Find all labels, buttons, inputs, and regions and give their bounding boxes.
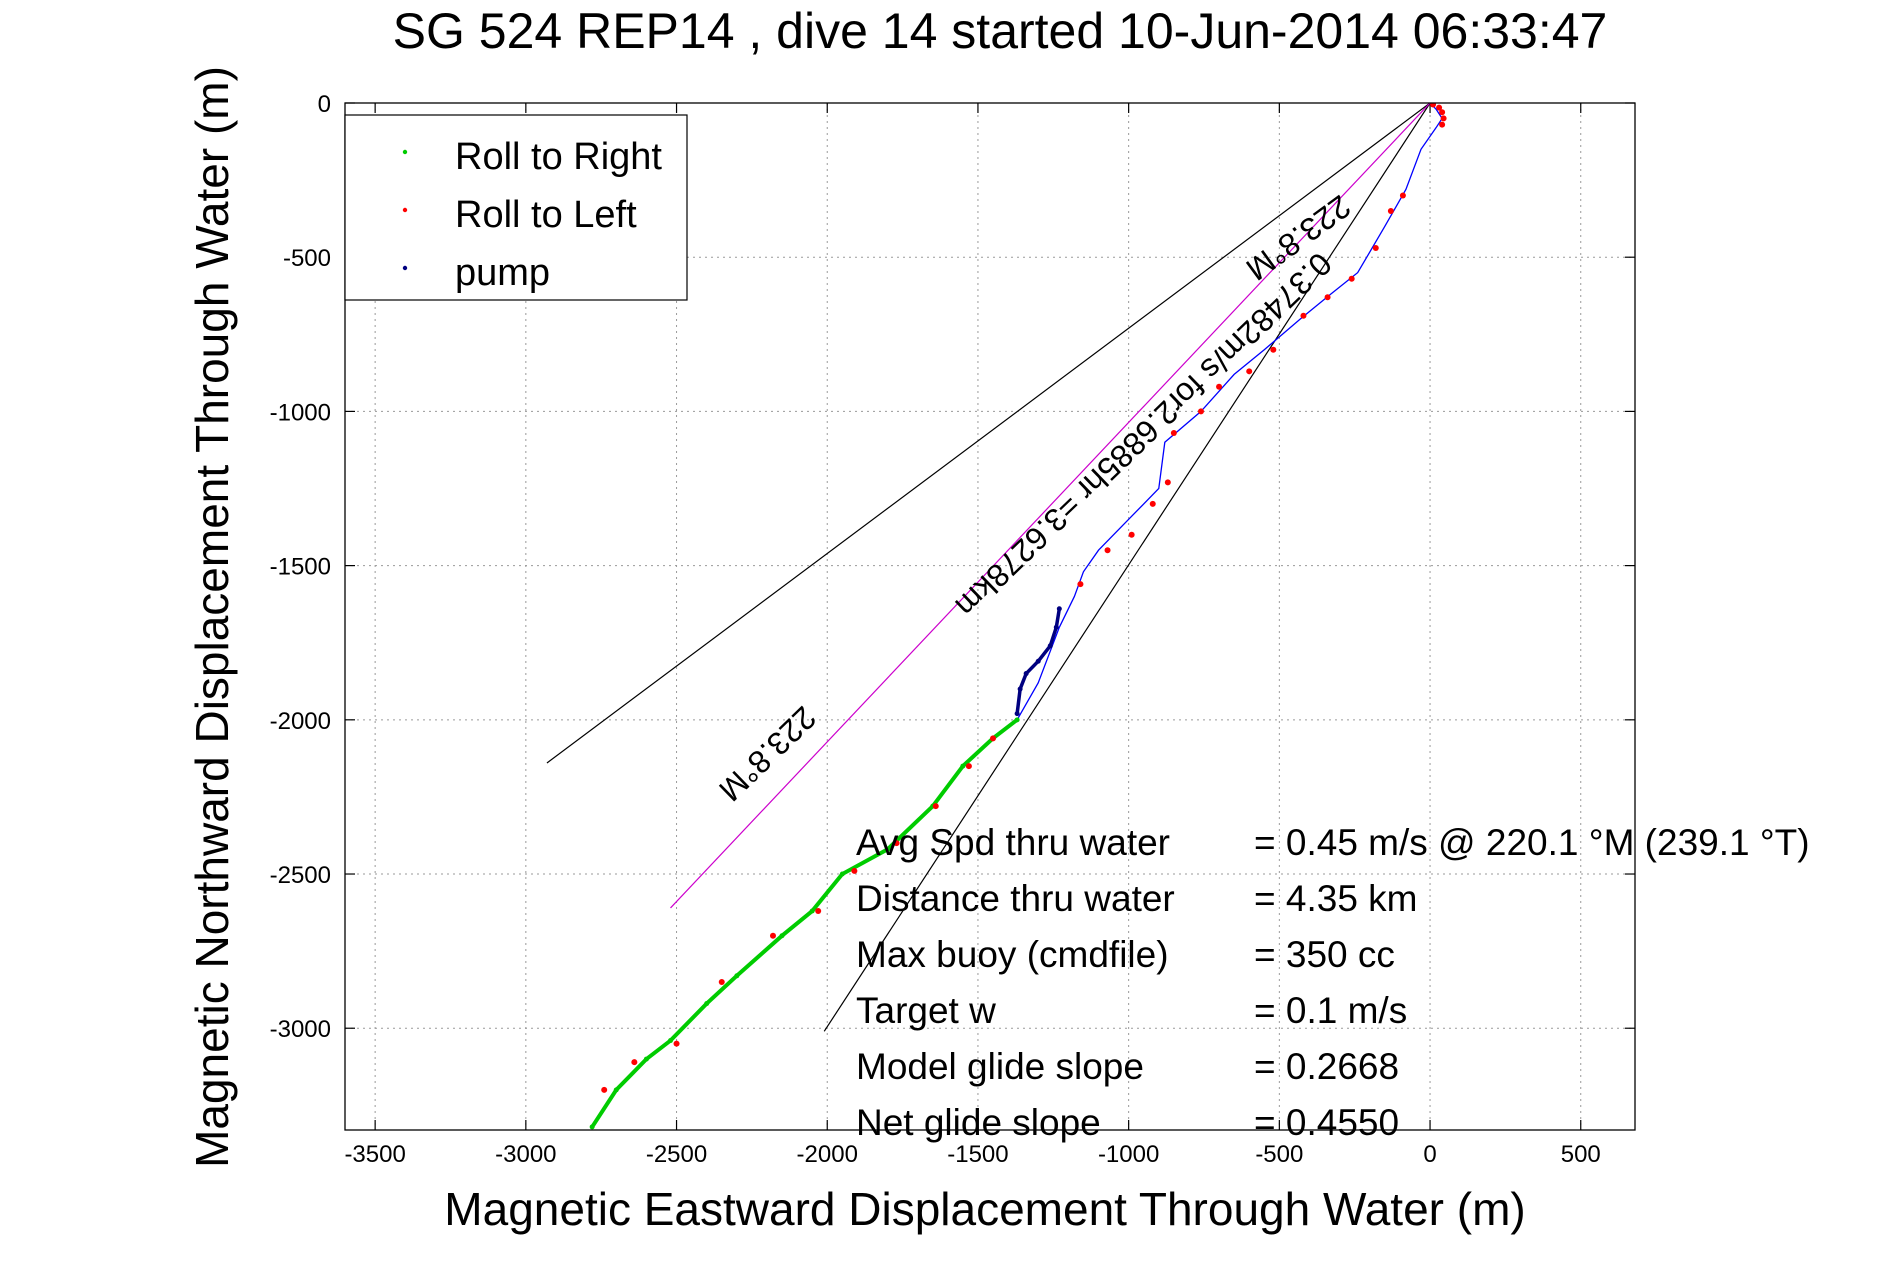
x-tick-label: -500 <box>1255 1141 1303 1168</box>
y-tick-label: -2500 <box>270 862 331 889</box>
roll-to-left-point <box>990 735 997 742</box>
roll-to-left-point <box>1149 500 1156 507</box>
legend-marker-roll-right <box>402 149 408 155</box>
x-tick-label: 0 <box>1423 1141 1436 1168</box>
pump-point <box>1017 686 1023 692</box>
roll-to-left-point <box>1104 547 1111 554</box>
summary-value: = 0.4550 <box>1254 1102 1399 1143</box>
legend-label: Roll to Left <box>455 194 637 236</box>
series-layer <box>546 103 1447 1130</box>
roll-to-left-point <box>1216 383 1223 390</box>
summary-value: = 0.1 m/s <box>1254 990 1407 1031</box>
roll-to-left-point <box>1246 368 1253 375</box>
axis-ticks: -3500 -3000 -2500 -2000 -1500 -1000 -500 0 500 0 -… <box>270 91 1635 1168</box>
roll-to-left-point <box>769 932 776 939</box>
roll-to-left-point <box>1300 312 1307 319</box>
summary-label: Net glide slope <box>856 1102 1101 1143</box>
roll-to-left-point <box>673 1040 680 1047</box>
pump-point <box>1053 624 1059 630</box>
y-tick-label: -2000 <box>270 708 331 735</box>
pump-point <box>1023 671 1029 677</box>
x-tick-label: -1500 <box>947 1141 1008 1168</box>
y-tick-label: -1500 <box>270 554 331 581</box>
roll-to-right-point <box>613 1087 619 1093</box>
roll-to-left-point <box>1324 294 1331 301</box>
roll-to-right-point <box>668 1038 674 1044</box>
roll-to-left-point <box>601 1086 608 1093</box>
x-tick-label: -2500 <box>646 1141 707 1168</box>
series-bound-left <box>546 103 1431 764</box>
plot-frame <box>344 102 1636 1131</box>
x-tick-label: -1000 <box>1098 1141 1159 1168</box>
roll-to-left-point <box>893 840 900 847</box>
roll-to-right-point <box>589 1124 595 1130</box>
y-tick-label: -3000 <box>270 1016 331 1043</box>
roll-to-right-point <box>643 1056 649 1062</box>
roll-to-left-point <box>718 978 725 985</box>
summary-value: = 4.35 km <box>1254 878 1418 919</box>
roll-to-right-point <box>734 973 740 979</box>
summary-label: Distance thru water <box>856 878 1175 919</box>
x-tick-label: -3000 <box>495 1141 556 1168</box>
roll-to-left-point <box>1440 115 1447 122</box>
roll-to-left-point <box>1439 121 1446 128</box>
x-tick-label: -2000 <box>797 1141 858 1168</box>
roll-to-right-point <box>839 871 845 877</box>
roll-to-left-point <box>1164 479 1171 486</box>
legend-label: Roll to Right <box>455 136 662 178</box>
roll-to-left-point <box>815 908 822 915</box>
legend-box <box>344 114 688 301</box>
series-roll-to-right-line <box>590 718 1019 1129</box>
summary-label: Target w <box>856 990 996 1031</box>
roll-to-left-point <box>1387 207 1394 214</box>
roll-to-left-point <box>1372 244 1379 251</box>
summary-value: = 350 cc <box>1254 934 1395 975</box>
summary-label: Model glide slope <box>856 1046 1144 1087</box>
summary-value: = 0.45 m/s @ 220.1 °M (239.1 °T) <box>1254 822 1810 863</box>
roll-to-left-point <box>1077 581 1084 588</box>
x-axis-label: Magnetic Eastward Displacement Through W… <box>444 1183 1525 1235</box>
summary-block: Avg Spd thru water = 0.45 m/s @ 220.1 °M… <box>856 822 1810 1143</box>
summary-value: = 0.2668 <box>1254 1046 1399 1087</box>
roll-to-right-point <box>1014 717 1020 723</box>
roll-to-left-point <box>1436 104 1443 111</box>
roll-to-left-point <box>1270 346 1277 353</box>
pump-point <box>1014 711 1020 717</box>
y-tick-label: 0 <box>318 91 331 118</box>
roll-to-right-point <box>885 846 891 852</box>
roll-to-right-point <box>809 908 815 914</box>
pump-point <box>1047 643 1053 649</box>
roll-to-left-point <box>1399 192 1406 199</box>
y-tick-label: -500 <box>283 245 331 272</box>
y-axis-label: Magnetic Northward Displacement Through … <box>186 66 238 1168</box>
legend-marker-pump <box>402 265 408 271</box>
roll-to-left-point <box>1128 531 1135 538</box>
x-tick-label: -3500 <box>344 1141 405 1168</box>
pump-point <box>1056 606 1062 612</box>
summary-label: Max buoy (cmdfile) <box>856 934 1169 975</box>
roll-to-left-point <box>631 1059 638 1066</box>
pump-point <box>1035 658 1041 664</box>
roll-to-right-point <box>704 1001 710 1007</box>
roll-to-left-point <box>851 867 858 874</box>
series-heading-line <box>670 103 1431 909</box>
legend-label: pump <box>455 252 550 294</box>
roll-to-right-point <box>779 933 785 939</box>
roll-to-left-point <box>1439 109 1446 116</box>
roll-to-left-point <box>965 763 972 770</box>
roll-to-left-point <box>1197 408 1204 415</box>
roll-to-left-point <box>1430 103 1437 108</box>
roll-to-left-point <box>1170 429 1177 436</box>
roll-to-right-point <box>960 763 966 769</box>
series-bound-right <box>823 103 1431 1032</box>
chart-title: SG 524 REP14 , dive 14 started 10-Jun-20… <box>393 3 1608 59</box>
summary-label: Avg Spd thru water <box>856 822 1170 863</box>
roll-to-left-point <box>932 803 939 810</box>
roll-to-left-point <box>1348 275 1355 282</box>
legend: Roll to Right Roll to Left pump <box>344 114 688 301</box>
x-tick-label: 500 <box>1561 1141 1601 1168</box>
legend-marker-roll-left <box>402 207 408 213</box>
y-tick-label: -1000 <box>270 399 331 426</box>
